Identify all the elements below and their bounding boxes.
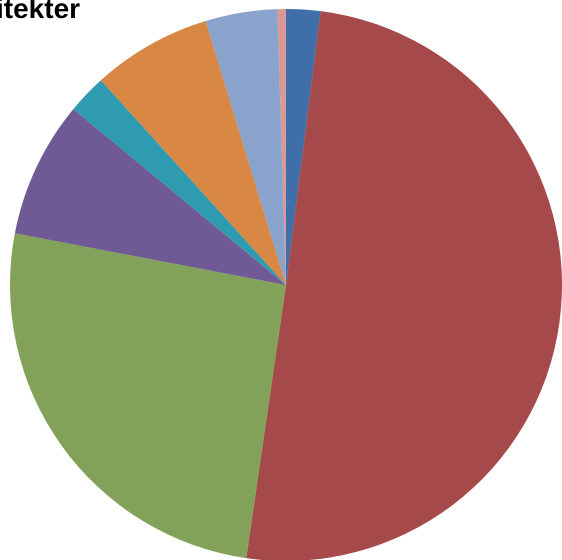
pie-slice-2 bbox=[246, 11, 562, 560]
pie-slice-5 bbox=[73, 80, 286, 286]
pie-slice-6 bbox=[100, 20, 286, 285]
chart-title: itekter bbox=[0, 0, 80, 24]
pie-slice-7 bbox=[205, 9, 286, 285]
pie-slice-8 bbox=[277, 9, 286, 285]
pie-slice-1 bbox=[286, 9, 321, 285]
pie-slice-4 bbox=[14, 109, 286, 285]
pie-slice-3 bbox=[10, 233, 287, 559]
pie-slices bbox=[10, 9, 562, 560]
